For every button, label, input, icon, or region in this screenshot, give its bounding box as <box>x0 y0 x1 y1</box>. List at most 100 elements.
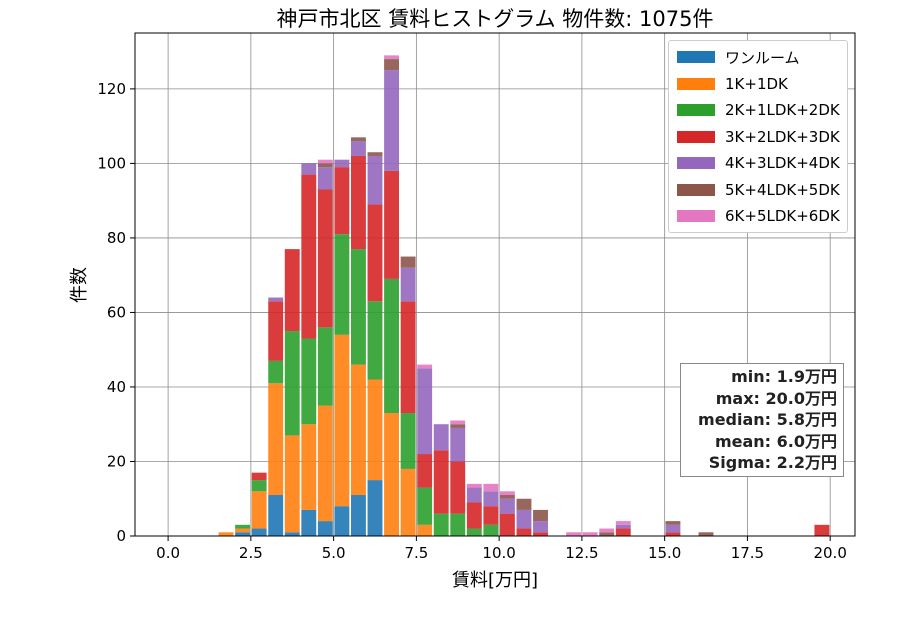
bar-segment <box>516 509 532 529</box>
bar-segment <box>615 524 631 529</box>
y-tick-label: 60 <box>107 303 126 321</box>
bar-segment <box>499 491 515 496</box>
bar-segment <box>334 159 350 168</box>
legend-label: 6K+5LDK+6DK <box>725 207 840 226</box>
bar-segment <box>533 532 548 536</box>
bar-segment <box>533 521 548 533</box>
legend-label: 4K+3LDK+4DK <box>725 154 840 173</box>
bar-segment <box>268 297 284 302</box>
bar-segment <box>417 487 433 525</box>
bar-segment <box>417 368 433 455</box>
bar-segment <box>400 468 416 536</box>
bar-segment <box>417 364 433 369</box>
bar-segment <box>566 532 582 536</box>
bar-segment <box>268 360 284 384</box>
bar-segment <box>367 155 383 205</box>
legend: ワンルーム 1K+1DK 2K+1LDK+2DK 3K+2LDK+3DK 4K+3LDK… <box>668 40 848 233</box>
x-tick-label: 10.0 <box>482 544 515 562</box>
stat-sigma: Sigma: 2.2万円 <box>708 453 837 472</box>
bar-segment <box>466 502 482 529</box>
bar-segment <box>284 331 300 436</box>
bar-segment <box>533 509 548 522</box>
bar-segment <box>516 498 532 510</box>
bar-segment <box>433 424 449 451</box>
stat-min: min: 1.9万円 <box>731 367 837 386</box>
bar-segment <box>466 487 482 503</box>
bar-segment <box>317 405 333 522</box>
bar-segment <box>301 174 317 339</box>
legend-swatch <box>677 104 715 117</box>
stat-median: median: 5.8万円 <box>698 410 837 429</box>
stats-box: min: 1.9万円 max: 20.0万円 median: 5.8万円 mea… <box>680 363 844 477</box>
bar-segment <box>483 506 499 525</box>
legend-label: 1K+1DK <box>725 74 788 93</box>
bar-segment <box>450 424 466 428</box>
bar-segment <box>317 167 333 190</box>
y-axis-label: 件数 <box>69 267 90 303</box>
bar-segment <box>665 521 681 525</box>
bar-segment <box>483 483 499 492</box>
bar-segment <box>251 472 267 481</box>
bar-segment <box>351 249 366 365</box>
bar-segment <box>499 495 515 499</box>
y-tick-label: 100 <box>97 154 126 172</box>
bar-segment <box>334 334 350 507</box>
stat-max: max: 20.0万円 <box>715 388 837 408</box>
legend-item: 3K+2LDK+3DK <box>669 124 847 151</box>
bar-segment <box>301 338 317 425</box>
bar-segment <box>301 509 317 536</box>
bar-segment <box>499 513 515 536</box>
legend-swatch <box>677 130 715 143</box>
bar-segment <box>351 137 366 142</box>
bar-segment <box>516 528 532 536</box>
legend-item: 6K+5LDK+6DK <box>669 203 847 230</box>
bar-segment <box>400 413 416 469</box>
x-tick-label: 15.0 <box>648 544 681 562</box>
bar-segment <box>615 521 631 525</box>
legend-item: 4K+3LDK+4DK <box>669 150 847 177</box>
bar-segment <box>351 141 366 156</box>
y-tick-label: 0 <box>116 527 126 545</box>
bar-segment <box>384 278 399 414</box>
legend-item: 1K+1DK <box>669 71 847 98</box>
bar-segment <box>301 424 317 510</box>
x-axis-label: 賃料[万円] <box>451 570 539 591</box>
legend-label: 2K+1LDK+2DK <box>725 101 840 120</box>
bar-segment <box>384 170 399 279</box>
x-tick-label: 12.5 <box>565 544 598 562</box>
legend-swatch <box>677 183 715 196</box>
bar-segment <box>367 204 383 302</box>
legend-swatch <box>677 210 715 223</box>
bar-segment <box>582 532 598 536</box>
y-tick-label: 20 <box>107 452 126 470</box>
y-tick-label: 40 <box>107 378 126 396</box>
legend-swatch <box>677 77 715 90</box>
bar-segment <box>268 495 284 536</box>
bar-segment <box>814 524 830 536</box>
y-tick-label: 80 <box>107 229 126 247</box>
x-tick-label: 7.5 <box>404 544 428 562</box>
legend-label: 5K+4LDK+5DK <box>725 180 840 199</box>
bar-segment <box>235 528 251 533</box>
bar-segment <box>351 364 366 496</box>
bar-segment <box>384 55 399 60</box>
bar-segment <box>615 528 631 536</box>
bar-segment <box>400 267 416 302</box>
bar-segment <box>351 155 366 250</box>
stat-mean: mean: 6.0万円 <box>714 431 837 451</box>
bar-segment <box>251 528 267 536</box>
bar-segment <box>698 532 714 536</box>
bar-segment <box>251 480 267 492</box>
legend-label: 3K+2LDK+3DK <box>725 127 840 146</box>
bar-segment <box>433 513 449 536</box>
bar-segment <box>483 491 499 507</box>
bar-segment <box>450 427 466 462</box>
bar-segment <box>483 524 499 536</box>
x-tick-label: 5.0 <box>322 544 346 562</box>
bar-segment <box>599 532 615 536</box>
bar-segment <box>334 506 350 536</box>
bar-segment <box>284 249 300 332</box>
chart-title: 神戸市北区 賃料ヒストグラム 物件数: 1075件 <box>276 7 714 31</box>
bar-segment <box>317 189 333 328</box>
